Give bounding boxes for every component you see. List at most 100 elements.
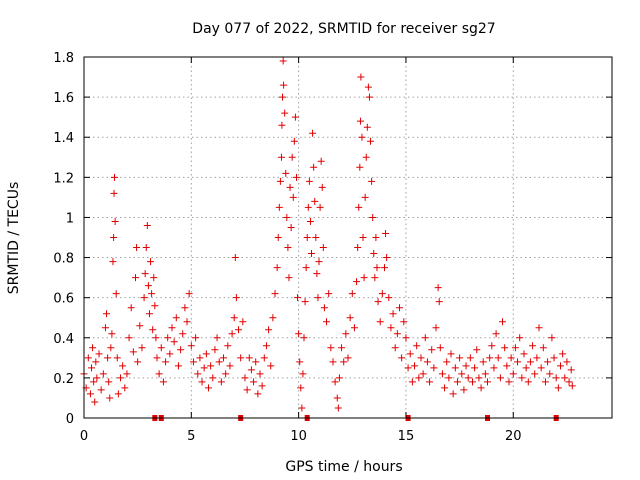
y-tick-label: 0.6 <box>53 292 74 307</box>
data-point <box>464 374 472 382</box>
data-point <box>334 404 342 412</box>
data-point <box>243 386 251 394</box>
data-point <box>323 318 331 326</box>
data-point <box>522 364 530 372</box>
data-point <box>299 370 307 378</box>
data-point <box>301 298 309 306</box>
data-point <box>546 370 554 378</box>
data-point <box>358 133 366 141</box>
data-point <box>406 350 414 358</box>
y-tick-label: 0 <box>66 412 74 427</box>
data-point <box>364 83 372 91</box>
data-point <box>111 217 119 225</box>
data-point <box>348 290 356 298</box>
data-point <box>435 298 443 306</box>
data-point <box>149 326 157 334</box>
data-point <box>166 350 174 358</box>
data-point <box>127 304 135 312</box>
data-point <box>125 334 133 342</box>
data-point <box>153 354 161 362</box>
data-point <box>305 177 313 185</box>
data-point <box>284 244 292 252</box>
data-point <box>308 250 316 258</box>
data-point <box>371 274 379 282</box>
data-point <box>417 354 425 362</box>
data-point <box>356 117 364 125</box>
data-point <box>335 374 343 382</box>
data-point <box>320 304 328 312</box>
data-point <box>215 358 223 366</box>
data-point <box>432 324 440 332</box>
data-point <box>133 244 141 252</box>
data-point <box>338 344 346 352</box>
data-point <box>285 274 293 282</box>
data-point <box>539 344 547 352</box>
data-point <box>531 370 539 378</box>
data-point <box>107 344 115 352</box>
data-point <box>372 234 380 241</box>
data-point <box>458 370 466 378</box>
data-point <box>499 318 507 326</box>
data-point <box>509 370 517 378</box>
data-point <box>258 382 266 390</box>
data-point <box>162 358 170 366</box>
y-tick-label: 1.6 <box>53 91 74 106</box>
data-point <box>481 370 489 378</box>
y-tick-label: 1 <box>66 211 74 226</box>
data-point <box>279 93 287 101</box>
data-point <box>155 370 163 378</box>
data-point <box>84 354 92 362</box>
data-point <box>391 344 399 352</box>
data-point <box>300 334 308 342</box>
data-point <box>316 203 324 211</box>
data-point <box>168 324 176 332</box>
data-point <box>568 382 576 390</box>
data-point <box>449 390 457 398</box>
data-point <box>311 197 319 205</box>
data-point <box>239 318 247 326</box>
x-tick-label: 5 <box>187 429 195 444</box>
y-tick-label: 1.2 <box>53 171 74 186</box>
data-points <box>80 57 576 412</box>
data-point <box>267 362 275 370</box>
data-point <box>514 358 522 366</box>
data-point <box>177 346 185 354</box>
data-point <box>550 354 558 362</box>
data-point <box>277 153 285 161</box>
data-point <box>170 338 178 346</box>
data-point <box>278 121 286 129</box>
data-point <box>274 234 282 241</box>
data-point <box>404 364 412 372</box>
data-point <box>486 354 494 362</box>
data-point <box>369 213 377 221</box>
data-point <box>400 318 408 326</box>
x-tick-labels: 0 5 10 15 20 <box>80 429 522 444</box>
data-point <box>479 358 487 366</box>
data-point <box>145 310 153 318</box>
data-point <box>383 254 391 262</box>
data-point <box>516 334 524 342</box>
data-point <box>189 358 197 366</box>
data-point <box>511 344 519 352</box>
y-tick-label: 1.4 <box>53 131 74 146</box>
data-point <box>445 374 453 382</box>
data-point <box>466 354 474 362</box>
x-tick-label: 0 <box>80 429 88 444</box>
data-point <box>287 223 295 231</box>
data-point <box>303 234 311 241</box>
data-point <box>159 378 167 386</box>
data-point <box>496 374 504 382</box>
data-point <box>222 370 230 378</box>
data-point <box>318 183 326 191</box>
data-point <box>99 370 107 378</box>
data-point <box>451 364 459 372</box>
data-point <box>142 244 150 252</box>
data-point <box>378 290 386 298</box>
data-point <box>356 163 364 171</box>
data-point <box>174 362 182 370</box>
data-point <box>419 370 427 378</box>
data-point <box>288 153 296 161</box>
data-point <box>92 358 100 366</box>
data-point <box>548 334 556 342</box>
data-point <box>204 384 212 392</box>
